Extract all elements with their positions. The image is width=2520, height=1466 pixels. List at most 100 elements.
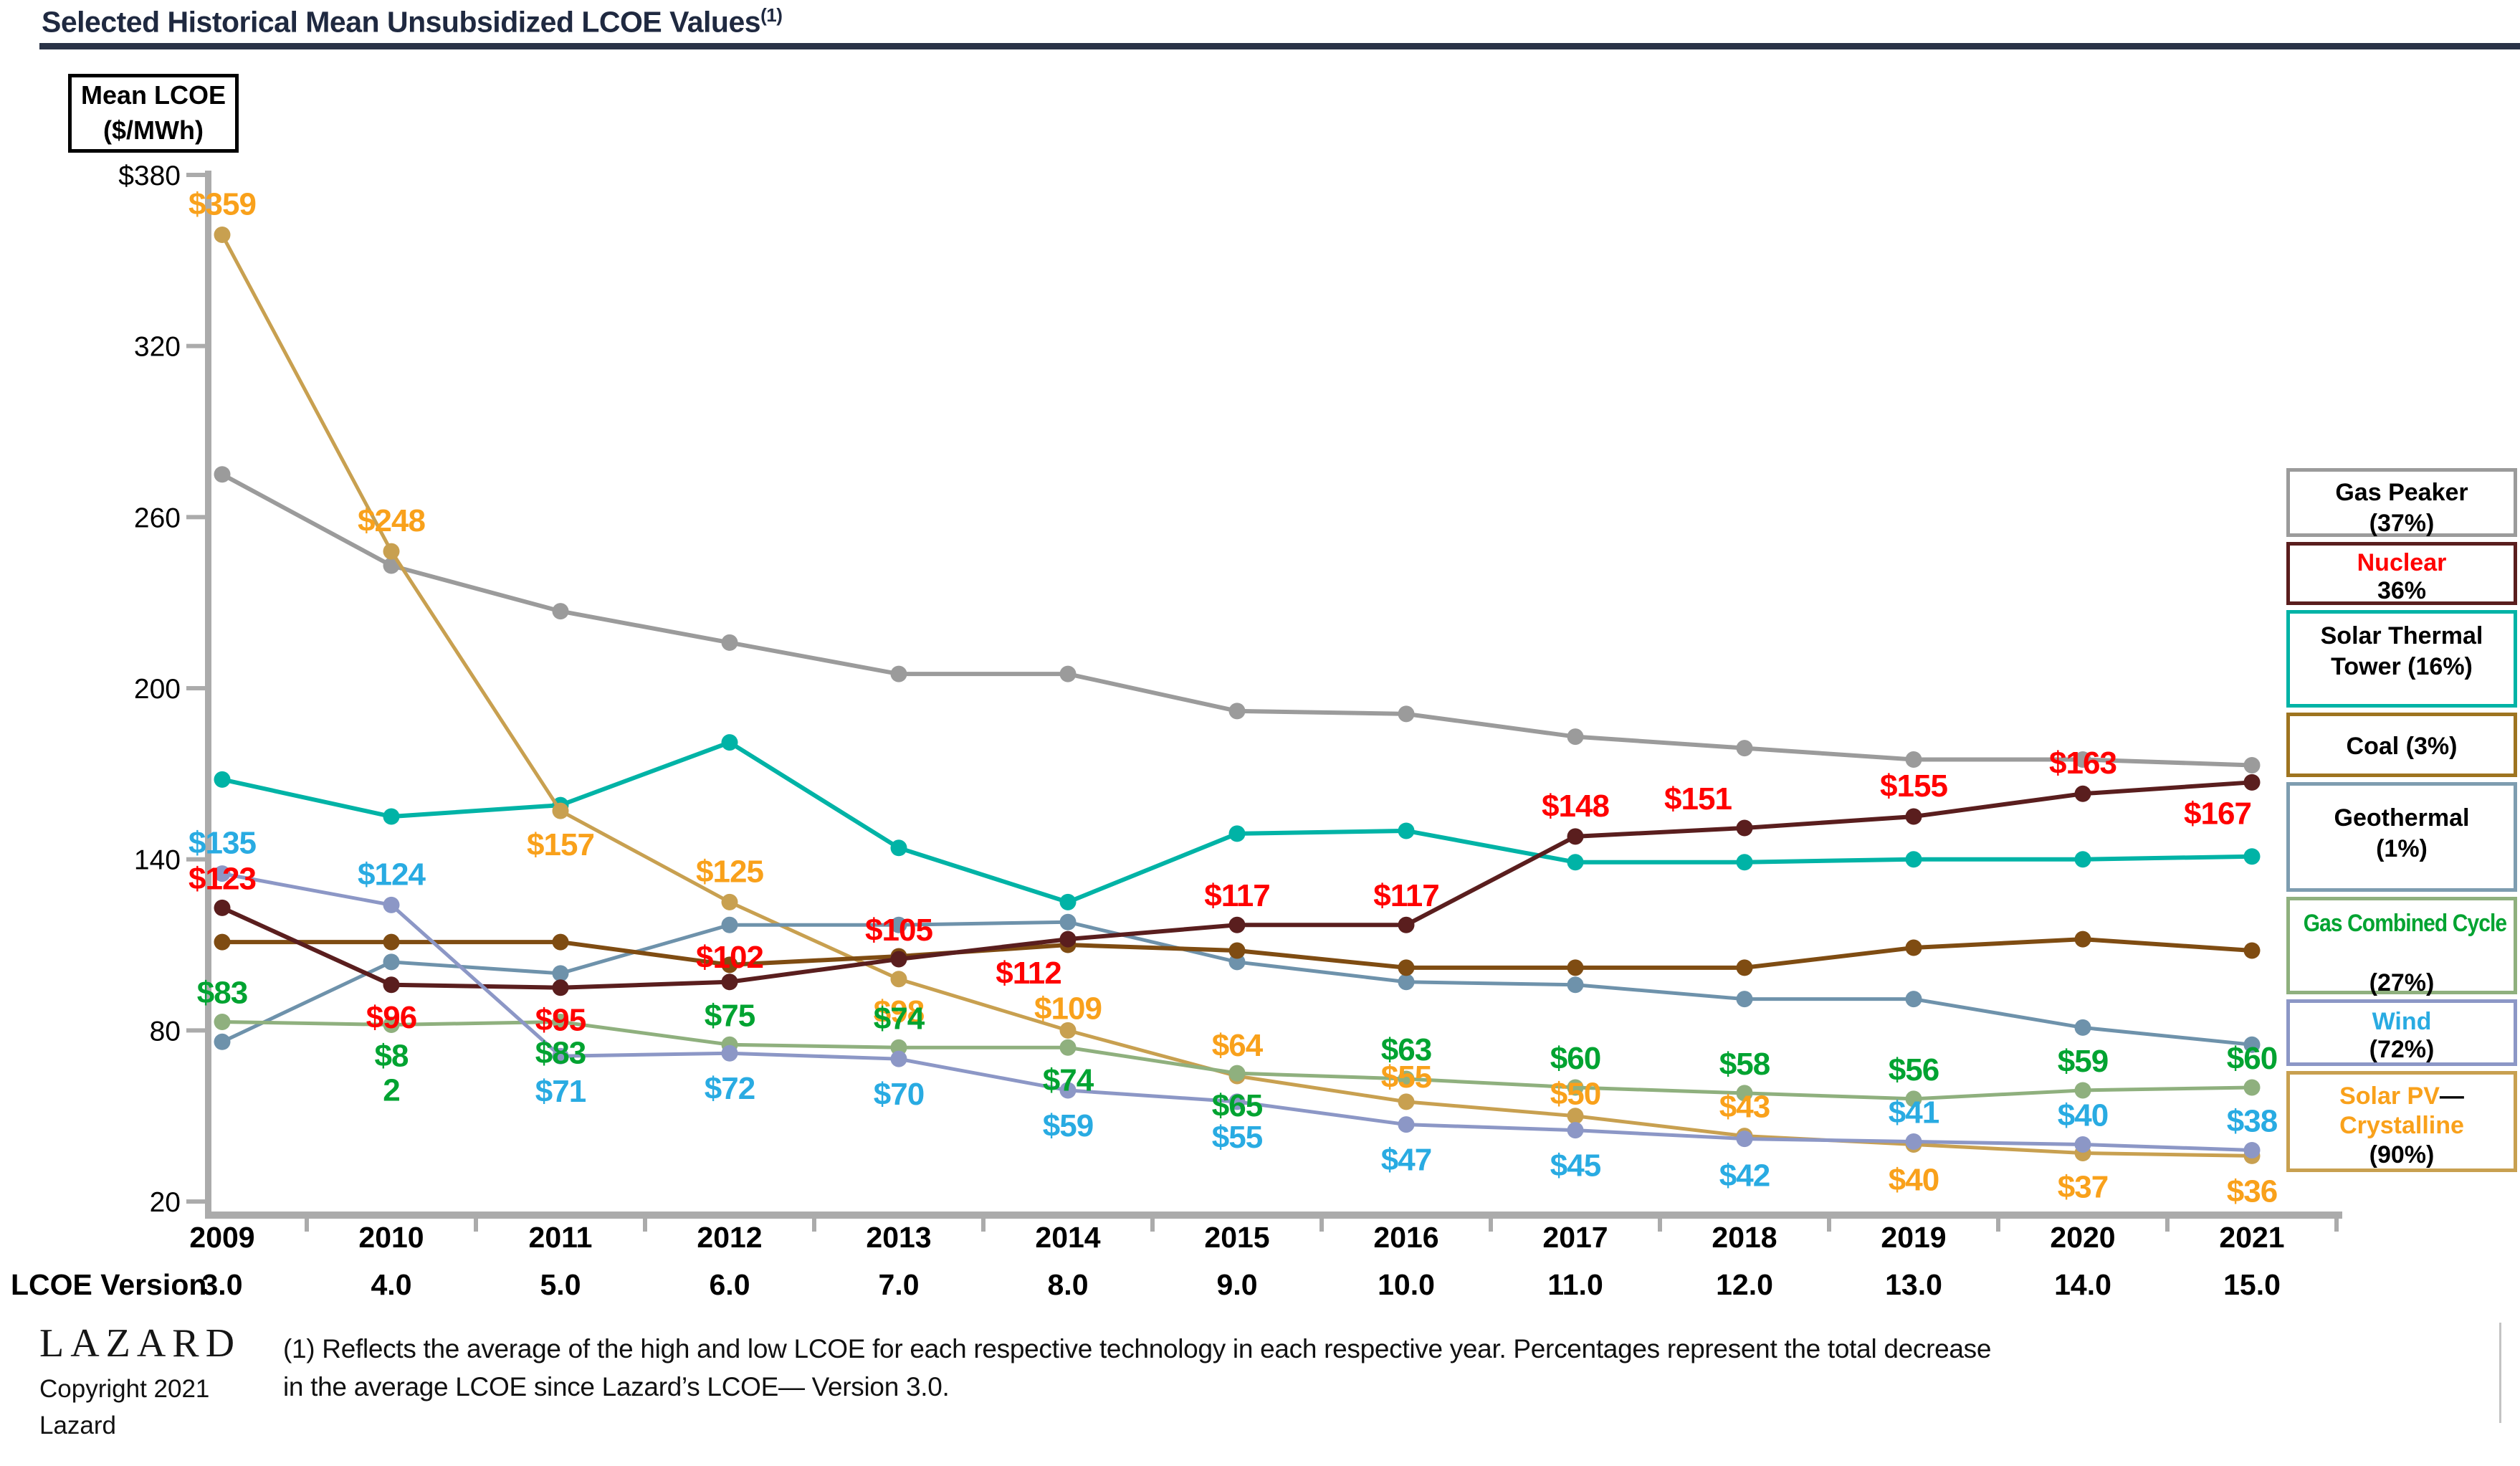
version-label-2011: 5.0: [540, 1268, 581, 1301]
data-label-solar-pv-crystalline-2010: $248: [358, 503, 425, 538]
legend-text-segment: (1%): [2376, 835, 2428, 863]
data-point-gas-peaker-2011: [552, 603, 569, 620]
x-tick: [812, 1214, 816, 1232]
data-point-gas-peaker-2014: [1059, 665, 1077, 682]
legend-label-gas-peaker-line1: Gas Peaker: [2290, 479, 2514, 507]
y-tick-label-200: 200: [134, 674, 181, 705]
data-point-geothermal-2014: [1059, 913, 1077, 930]
data-label-solar-pv-crystalline-2021: $36: [2227, 1174, 2277, 1209]
right-edge-divider: [2499, 1323, 2501, 1423]
data-point-gas-peaker-2019: [1905, 751, 1922, 768]
data-label-nuclear-2017: $148: [1542, 789, 1609, 824]
y-tick-label-20: 20: [150, 1187, 181, 1218]
version-label-2019: 13.0: [1885, 1268, 1942, 1301]
data-label-nuclear-2013: $105: [865, 913, 932, 948]
data-point-wind-2009: [214, 865, 231, 882]
data-point-gas-combined-cycle-2010: [383, 1016, 400, 1033]
data-label-nuclear-2016: $117: [1373, 878, 1438, 913]
version-label-2016: 10.0: [1378, 1268, 1435, 1301]
data-label-wind-2020: $40: [2058, 1098, 2108, 1133]
version-label-2013: 7.0: [879, 1268, 920, 1301]
data-point-gas-combined-cycle-2020: [2074, 1082, 2091, 1099]
data-label-nuclear-2019: $155: [1880, 768, 1947, 804]
data-label-wind-2013: $70: [874, 1077, 924, 1112]
data-point-solar-pv-crystalline-2017: [1567, 1108, 1584, 1125]
data-label-gas-combined-cycle-2019: $56: [1889, 1052, 1939, 1087]
legend-text-segment: Solar Thermal: [2320, 622, 2483, 649]
legend-item-nuclear: Nuclear 36%: [2286, 542, 2517, 605]
footnote: (1) Reflects the average of the high and…: [283, 1331, 2494, 1406]
page-title-text: Selected Historical Mean Unsubsidized LC…: [42, 5, 761, 39]
data-point-nuclear-2014: [1059, 930, 1077, 948]
data-label-nuclear-2020: $163: [2049, 746, 2116, 781]
legend-label-gas-combined-cycle-line2: (27%): [2290, 969, 2514, 997]
data-label-wind-2018: $42: [1719, 1158, 1770, 1194]
data-label-gas-combined-cycle-2016: $63: [1381, 1032, 1431, 1067]
x-label-2013: 2013: [866, 1221, 931, 1254]
data-point-wind-2012: [721, 1044, 738, 1062]
legend-label-wind-line1: Wind: [2290, 1008, 2514, 1036]
copyright-text: Copyright 2021 Lazard: [39, 1371, 209, 1444]
data-point-solar-pv-crystalline-2013: [890, 971, 907, 988]
legend-label-solar-thermal-tower-line2: Tower (16%): [2290, 653, 2514, 681]
data-point-gas-peaker-2010: [383, 557, 400, 574]
data-point-nuclear-2020: [2074, 785, 2091, 802]
data-label-nuclear-2014: $112: [996, 956, 1061, 991]
series-line-solar-pv-crystalline: [220, 234, 2253, 1158]
series-geothermal: [214, 913, 2261, 1053]
y-tick-200: [186, 686, 205, 691]
data-point-coal-2012: [721, 956, 738, 974]
data-label-solar-pv-crystalline-2016: $55: [1381, 1060, 1432, 1095]
series-nuclear: [214, 774, 2261, 996]
data-point-solar-thermal-tower-2021: [2243, 848, 2261, 865]
x-axis-line: [205, 1212, 2342, 1219]
legend-text-segment: Gas Combined Cycle: [2303, 910, 2507, 937]
data-point-solar-thermal-tower-2012: [721, 734, 738, 751]
legend-text-segment: Gas Peaker: [2335, 479, 2468, 506]
legend-item-gas-combined-cycle: Gas Combined Cycle (27%): [2286, 897, 2517, 997]
data-point-geothermal-2019: [1905, 991, 1922, 1008]
data-point-gas-peaker-2017: [1567, 728, 1584, 746]
data-point-solar-thermal-tower-2016: [1398, 822, 1415, 839]
y-tick-label-320: 320: [134, 332, 181, 363]
data-label-gas-combined-cycle-2013: $74: [874, 1001, 925, 1036]
data-point-solar-pv-crystalline-2011: [552, 802, 569, 819]
data-point-solar-thermal-tower-2019: [1905, 851, 1922, 868]
legend-text-segment: Tower (16%): [2331, 653, 2473, 681]
y-tick-140: [186, 857, 205, 862]
y-tick-label-260: 260: [134, 503, 181, 533]
data-label-wind-2021: $38: [2227, 1103, 2278, 1138]
data-label-wind-2019: $41: [1889, 1095, 1939, 1131]
copyright-line2: Lazard: [39, 1411, 117, 1439]
data-point-coal-2021: [2243, 942, 2261, 959]
legend-text-segment: 36%: [2377, 577, 2427, 605]
legend-text-segment: Crystalline: [2339, 1112, 2464, 1140]
x-label-2016: 2016: [1373, 1221, 1438, 1254]
data-point-coal-2016: [1398, 959, 1415, 976]
data-label-wind-2011: $71: [535, 1074, 586, 1109]
data-point-wind-2016: [1398, 1116, 1415, 1133]
data-point-wind-2011: [552, 1047, 569, 1065]
version-label-2010: 4.0: [371, 1268, 412, 1301]
data-point-gas-peaker-2021: [2243, 756, 2261, 774]
data-point-solar-thermal-tower-2020: [2074, 851, 2091, 868]
data-point-gas-combined-cycle-2021: [2243, 1079, 2261, 1096]
y-tick-label-80: 80: [150, 1016, 181, 1047]
data-point-geothermal-2017: [1567, 976, 1584, 994]
legend-text-segment: Solar PV: [2339, 1082, 2440, 1110]
data-point-geothermal-2009: [214, 1033, 231, 1050]
data-label-gas-combined-cycle-2017: $60: [1550, 1041, 1600, 1076]
version-label-2021: 15.0: [2223, 1268, 2281, 1301]
x-tick: [2334, 1214, 2339, 1232]
version-label-2018: 12.0: [1716, 1268, 1773, 1301]
legend-text-segment: (90%): [2369, 1141, 2435, 1169]
data-point-wind-2021: [2243, 1141, 2261, 1158]
data-point-coal-2018: [1736, 959, 1753, 976]
title-underline: [39, 43, 2520, 49]
legend-item-solar-thermal-tower: Solar Thermal Tower (16%): [2286, 610, 2517, 708]
y-tick-80: [186, 1028, 205, 1033]
data-label-gas-combined-cycle-2021: $60: [2227, 1041, 2277, 1076]
footnote-line1: (1) Reflects the average of the high and…: [283, 1334, 1992, 1363]
legend-text-segment: Coal (3%): [2346, 733, 2458, 760]
x-label-2017: 2017: [1542, 1221, 1608, 1254]
